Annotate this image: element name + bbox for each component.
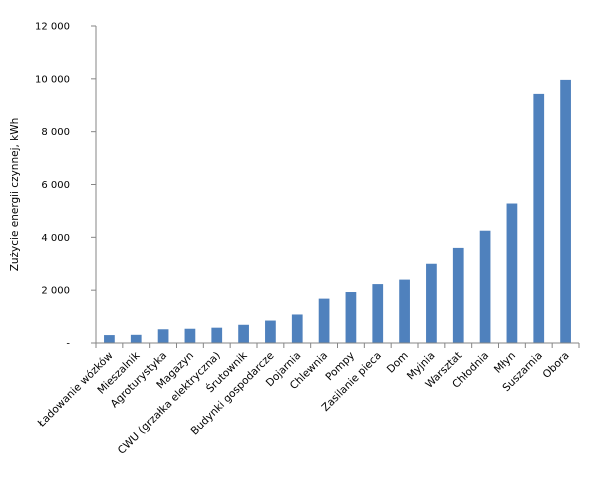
bar-0 — [104, 335, 115, 343]
bar-14 — [479, 230, 491, 343]
bar-15 — [506, 203, 518, 343]
y-tick-label: 10 000 — [35, 74, 70, 85]
y-axis-title: Zużycie energii czynnej, kWh — [9, 118, 21, 272]
bars — [104, 79, 571, 343]
bar-8 — [318, 298, 330, 343]
y-tick-label: 2 000 — [41, 286, 70, 297]
category-label: Obora — [541, 350, 572, 381]
bar-6 — [265, 320, 276, 343]
bar-13 — [452, 247, 464, 343]
bar-2 — [157, 329, 169, 343]
bar-11 — [399, 279, 410, 343]
y-tick-label: 8 000 — [41, 127, 70, 138]
bar-7 — [291, 314, 303, 343]
bar-5 — [238, 324, 249, 343]
bar-3 — [184, 328, 196, 343]
y-tick-label: 4 000 — [41, 233, 70, 244]
y-tick-label: 12 000 — [35, 22, 70, 33]
x-axis-ticks — [95, 343, 580, 348]
bar-9 — [345, 292, 357, 343]
bar-1 — [130, 334, 142, 343]
bar-4 — [211, 327, 223, 343]
x-axis-category-labels: Ładowanie wózkówMieszalnikAgroturystykaM… — [35, 348, 572, 456]
bar-17 — [560, 79, 571, 343]
y-tick-label: - — [66, 339, 70, 350]
bar-12 — [426, 263, 437, 343]
y-tick-label: 6 000 — [41, 180, 70, 191]
bar-16 — [533, 93, 545, 343]
bar-10 — [372, 284, 384, 343]
y-axis-ticks: - 2 000 4 000 6 000 8 000 10 000 12 000 — [35, 22, 96, 350]
